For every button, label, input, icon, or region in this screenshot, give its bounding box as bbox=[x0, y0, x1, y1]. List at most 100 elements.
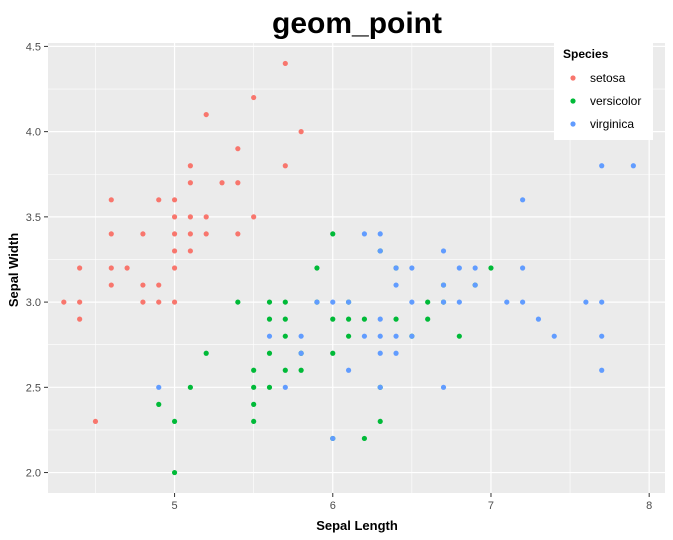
legend-key-setosa bbox=[570, 75, 576, 81]
y-tick-label: 3.0 bbox=[26, 297, 41, 309]
point-virginica bbox=[472, 282, 478, 288]
point-setosa bbox=[156, 282, 162, 288]
point-versicolor bbox=[235, 299, 241, 305]
legend: Species setosa versicolor virginica bbox=[554, 41, 653, 140]
x-tick-label: 8 bbox=[646, 500, 652, 512]
point-setosa bbox=[171, 197, 178, 203]
point-setosa bbox=[171, 248, 178, 254]
legend-label-setosa: setosa bbox=[590, 71, 626, 85]
point-setosa bbox=[140, 231, 146, 237]
point-setosa bbox=[140, 282, 146, 288]
point-setosa bbox=[298, 129, 304, 135]
point-setosa bbox=[251, 214, 257, 220]
point-virginica bbox=[377, 384, 383, 390]
point-versicolor bbox=[171, 469, 178, 476]
point-setosa bbox=[171, 214, 178, 220]
x-tick-label: 7 bbox=[488, 500, 494, 512]
point-virginica bbox=[520, 197, 526, 203]
point-setosa bbox=[282, 163, 288, 169]
point-versicolor bbox=[425, 316, 431, 322]
point-virginica bbox=[330, 435, 336, 442]
point-virginica bbox=[440, 299, 447, 305]
point-virginica bbox=[377, 231, 383, 237]
point-virginica bbox=[393, 350, 399, 356]
point-setosa bbox=[203, 231, 209, 237]
point-virginica bbox=[520, 265, 526, 271]
point-virginica bbox=[345, 367, 352, 373]
point-setosa bbox=[187, 231, 193, 237]
point-virginica bbox=[456, 265, 462, 271]
point-setosa bbox=[203, 214, 209, 220]
legend-key-virginica bbox=[570, 121, 576, 127]
point-virginica bbox=[472, 265, 478, 271]
point-setosa bbox=[235, 146, 241, 152]
point-virginica bbox=[314, 299, 320, 305]
point-setosa bbox=[108, 282, 114, 288]
point-setosa bbox=[235, 180, 241, 186]
point-setosa bbox=[108, 265, 114, 271]
point-versicolor bbox=[156, 401, 162, 407]
point-virginica bbox=[393, 282, 399, 288]
point-virginica bbox=[393, 265, 399, 271]
point-versicolor bbox=[251, 418, 257, 425]
y-tick-label: 2.5 bbox=[26, 382, 41, 394]
point-virginica bbox=[377, 333, 383, 339]
point-virginica bbox=[440, 282, 447, 288]
point-virginica bbox=[440, 384, 447, 390]
point-versicolor bbox=[425, 299, 431, 305]
point-virginica bbox=[599, 163, 605, 169]
point-setosa bbox=[124, 265, 130, 271]
point-virginica bbox=[583, 299, 589, 305]
legend-title: Species bbox=[563, 47, 609, 61]
point-virginica bbox=[393, 333, 399, 339]
point-versicolor bbox=[282, 333, 288, 339]
point-versicolor bbox=[361, 316, 368, 322]
point-virginica bbox=[520, 299, 526, 305]
point-versicolor bbox=[171, 418, 178, 425]
point-setosa bbox=[187, 180, 193, 186]
point-versicolor bbox=[266, 316, 273, 322]
point-versicolor bbox=[330, 231, 336, 237]
point-virginica bbox=[504, 299, 510, 305]
y-tick-label: 3.5 bbox=[26, 212, 41, 224]
x-tick-label: 5 bbox=[172, 500, 178, 512]
point-versicolor bbox=[330, 350, 336, 356]
point-setosa bbox=[108, 197, 114, 203]
chart-title: geom_point bbox=[272, 7, 442, 40]
point-versicolor bbox=[345, 333, 352, 339]
point-versicolor bbox=[251, 401, 257, 407]
point-versicolor bbox=[298, 367, 304, 373]
y-tick-label: 2.0 bbox=[26, 468, 41, 480]
point-virginica bbox=[345, 299, 352, 305]
point-virginica bbox=[409, 265, 415, 271]
point-versicolor bbox=[488, 265, 494, 271]
point-setosa bbox=[92, 418, 99, 425]
point-virginica bbox=[599, 367, 605, 373]
point-virginica bbox=[377, 316, 383, 322]
point-virginica bbox=[630, 163, 636, 169]
point-virginica bbox=[409, 333, 415, 339]
point-virginica bbox=[599, 299, 605, 305]
point-setosa bbox=[156, 197, 162, 203]
point-versicolor bbox=[314, 265, 320, 271]
point-versicolor bbox=[393, 316, 399, 322]
x-axis-ticks: 5 6 7 8 bbox=[172, 493, 652, 512]
point-setosa bbox=[203, 111, 209, 118]
point-setosa bbox=[187, 248, 193, 254]
point-virginica bbox=[266, 333, 273, 339]
point-virginica bbox=[456, 299, 462, 305]
point-versicolor bbox=[377, 418, 383, 425]
point-versicolor bbox=[251, 384, 257, 390]
point-setosa bbox=[77, 299, 83, 305]
point-virginica bbox=[330, 299, 336, 305]
point-setosa bbox=[140, 299, 146, 305]
point-setosa bbox=[77, 265, 83, 271]
point-virginica bbox=[440, 248, 447, 254]
point-setosa bbox=[219, 180, 225, 186]
point-versicolor bbox=[282, 299, 288, 305]
point-virginica bbox=[599, 333, 605, 339]
point-versicolor bbox=[282, 316, 288, 322]
y-axis-title: Sepal Width bbox=[6, 233, 21, 307]
point-virginica bbox=[361, 231, 368, 237]
